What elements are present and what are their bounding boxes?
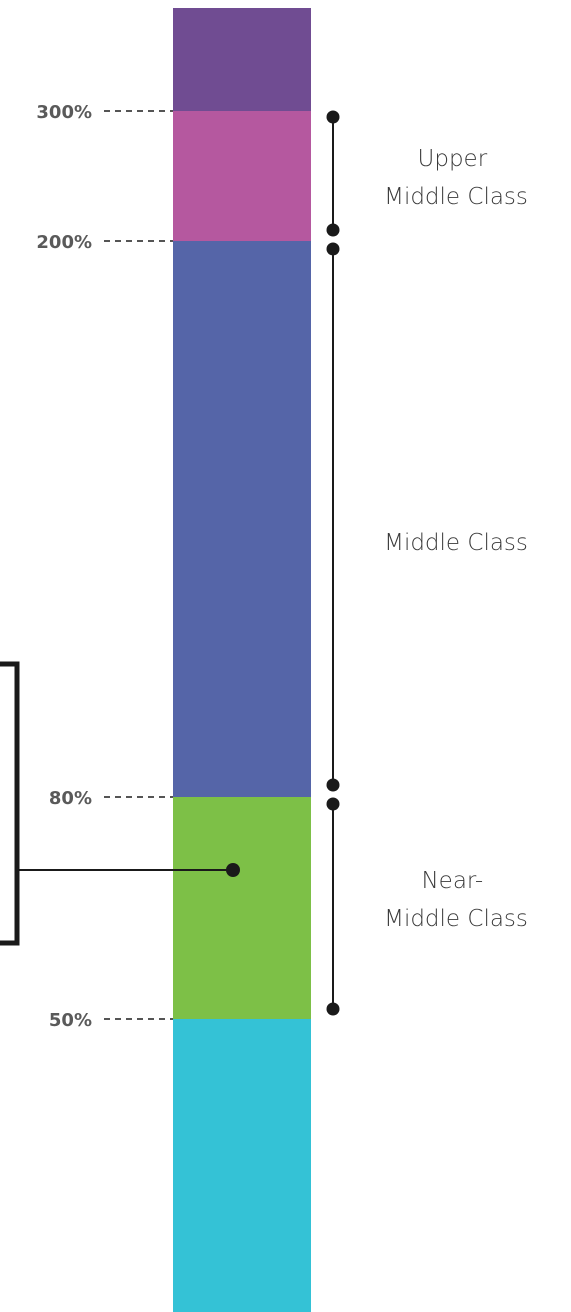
threshold-50: 50% [49,1010,173,1031]
callout-connector [0,661,240,946]
label-line: Middle Class [384,184,528,210]
bracket-dot-top [326,797,340,811]
label-line: Near- [421,868,483,894]
threshold-300: 300% [36,102,173,123]
income-bar [173,8,311,1312]
bracket-dot-bottom [326,778,340,792]
band-80-200 [173,241,311,797]
label-line: Upper [418,146,488,172]
threshold-label: 50% [49,1010,92,1031]
band-200-300 [173,111,311,241]
callout-dot [226,863,240,877]
label-near-middle-class: Near- Middle Class [384,868,528,932]
threshold-200: 200% [36,232,173,253]
band-below-50 [173,1019,311,1312]
label-line: Middle Class [384,906,528,932]
bracket-dot-top [326,110,340,124]
label-middle-class: Middle Class [384,530,528,556]
band-50-80 [173,797,311,1019]
threshold-label: 300% [36,102,92,123]
band-above-300 [173,8,311,111]
label-upper-middle-class: Upper Middle Class [384,146,528,210]
label-line: Middle Class [384,530,528,556]
bracket-upper-middle-class [326,110,340,237]
bracket-dot-bottom [326,223,340,237]
bracket-dot-bottom [326,1002,340,1016]
bracket-dot-top [326,242,340,256]
bracket-middle-class [326,242,340,792]
threshold-label: 80% [49,788,92,809]
bracket-near-middle-class [326,797,340,1016]
threshold-80: 80% [49,788,173,809]
threshold-label: 200% [36,232,92,253]
callout-box-edge [0,661,20,946]
